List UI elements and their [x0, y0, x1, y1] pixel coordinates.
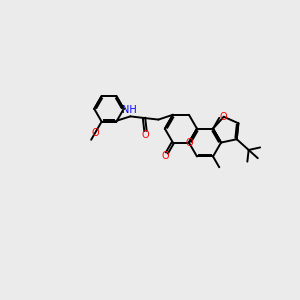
Text: O: O [185, 138, 193, 148]
Text: O: O [161, 152, 169, 161]
Text: O: O [91, 128, 99, 138]
Text: O: O [142, 130, 149, 140]
Text: O: O [220, 112, 228, 122]
Text: NH: NH [122, 105, 137, 116]
